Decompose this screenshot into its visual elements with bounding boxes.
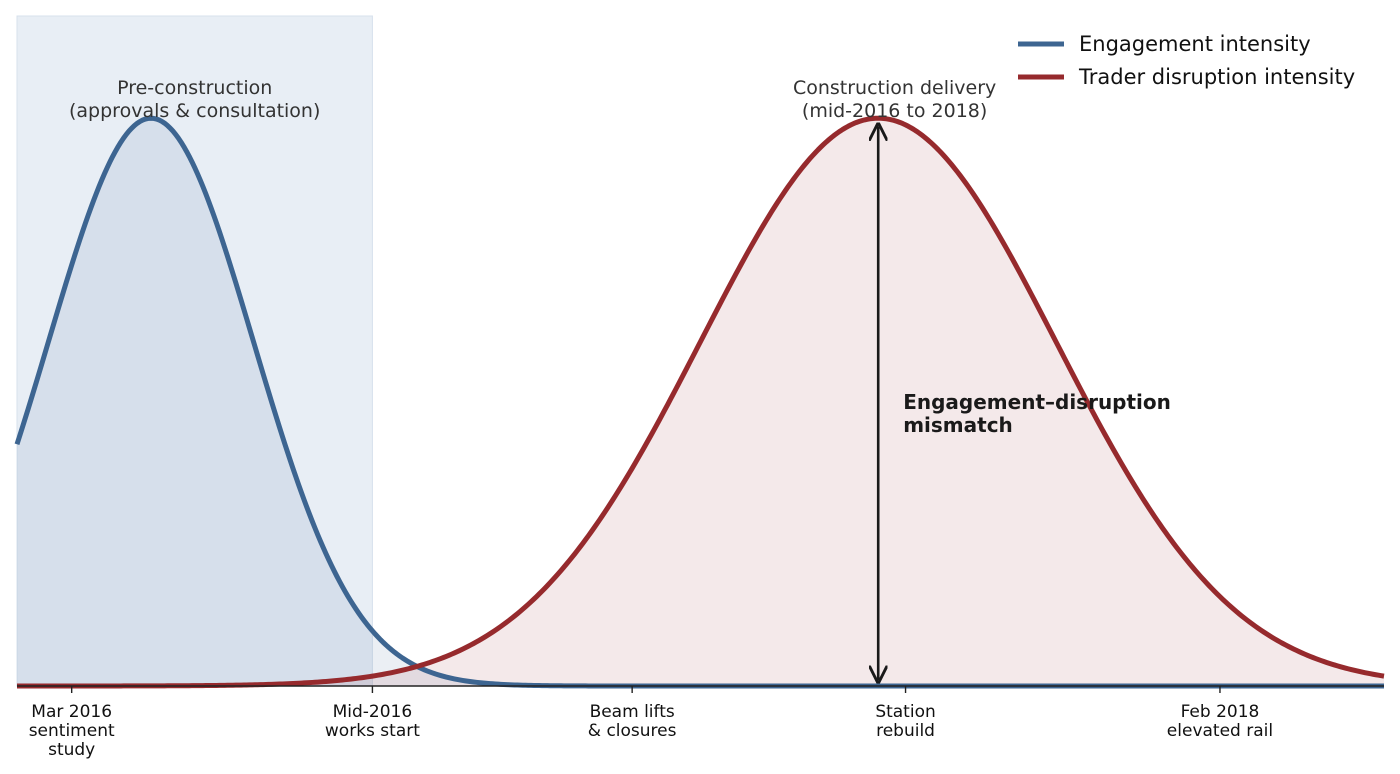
x-tick-label: Mid-2016 works start: [325, 702, 420, 741]
mismatch-label-line: mismatch: [903, 413, 1013, 437]
mismatch-label: Engagement–disruption mismatch: [903, 390, 1171, 437]
legend: Engagement intensity Trader disruption in…: [1018, 32, 1355, 89]
mismatch-label-line: Engagement–disruption: [903, 390, 1171, 414]
x-tick-label-line: works start: [325, 721, 420, 741]
x-tick-label-line: Feb 2018: [1181, 702, 1260, 722]
legend-entry-label: Trader disruption intensity: [1078, 65, 1355, 89]
x-tick-label: Feb 2018 elevated rail: [1167, 702, 1273, 741]
x-tick-label-line: Mar 2016: [31, 702, 112, 722]
x-tick-label-line: study: [48, 740, 95, 760]
x-tick-label-line: Station: [875, 702, 935, 722]
legend-entry-label: Engagement intensity: [1079, 32, 1311, 56]
x-tick-label-line: Mid-2016: [333, 702, 413, 722]
construction-delivery-label-line: Construction delivery: [793, 77, 996, 99]
pre-construction-label: Pre-construction (approvals & consultatio…: [69, 77, 320, 122]
x-axis-ticks: Mar 2016 sentiment study Mid-2016 works star…: [29, 686, 1273, 760]
series-area-1: [17, 118, 1384, 686]
x-tick-label-line: sentiment: [29, 721, 115, 741]
x-tick-label-line: & closures: [588, 721, 677, 741]
text-layer: Pre-construction (approvals & consultatio…: [69, 77, 996, 122]
pre-construction-band: [16, 15, 373, 687]
construction-delivery-label: Construction delivery (mid-2016 to 2018): [793, 77, 996, 122]
x-tick-label: Beam lifts & closures: [588, 702, 677, 741]
shade-layer: [16, 15, 373, 687]
pre-construction-label-line: (approvals & consultation): [69, 100, 320, 122]
series-area-0: [17, 118, 1384, 686]
annotation-layer: Engagement–disruption mismatch: [878, 126, 1171, 680]
construction-delivery-label-line: (mid-2016 to 2018): [802, 100, 987, 122]
fill-layer: [17, 118, 1384, 686]
x-tick-label: Mar 2016 sentiment study: [29, 702, 115, 760]
series-line-1: [17, 115, 1385, 689]
x-tick-label-line: elevated rail: [1167, 721, 1273, 741]
x-tick-label: Station rebuild: [875, 702, 935, 741]
x-tick-label-line: Beam lifts: [590, 702, 675, 722]
pre-construction-label-line: Pre-construction: [117, 77, 272, 99]
x-tick-label-line: rebuild: [876, 721, 935, 741]
